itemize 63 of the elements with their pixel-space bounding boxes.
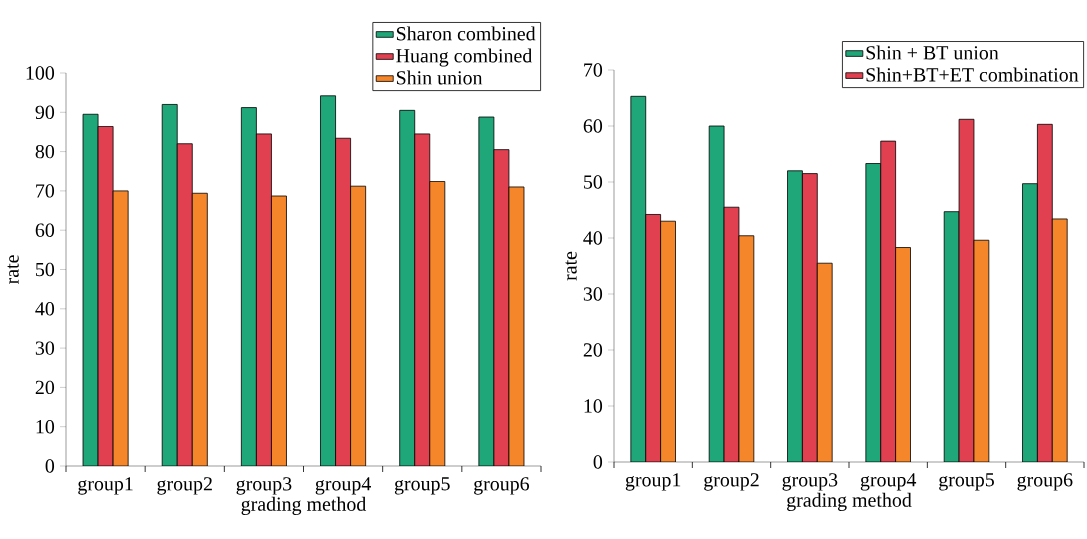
x-axis-title: grading method [241,496,367,515]
y-tick-label: 20 [35,380,55,395]
bar [802,173,818,462]
bar [1037,123,1053,462]
y-tick-label: 80 [35,144,55,159]
bar [255,133,272,466]
y-axis-title: rate [565,251,577,281]
bar [660,220,676,462]
x-tick-label: group1 [78,477,133,495]
bar [787,170,803,462]
y-tick-label: 0 [45,459,55,473]
x-axis-title: grading method [787,492,912,511]
y-tick-label: 100 [26,66,55,80]
x-tick-label: group2 [704,473,759,491]
y-tick-label: 70 [584,63,603,77]
bar [645,214,662,462]
y-tick-label: 30 [583,287,603,301]
x-tick-label: group5 [394,477,450,495]
bar [630,95,647,462]
legend-label: Shin union [396,70,483,85]
y-tick-label: 40 [583,231,603,245]
y-tick-label: 30 [35,341,55,355]
bar [176,143,193,466]
x-tick-label: group6 [1017,473,1073,491]
bar [320,95,336,466]
x-tick-label: group4 [860,473,917,491]
bar [1051,218,1068,462]
y-axis-title: rate [7,255,19,285]
bar [240,107,257,466]
y-tick-label: 60 [583,119,603,133]
bar [350,185,367,466]
y-tick-label: 10 [36,419,55,434]
x-tick-label: group1 [625,473,681,491]
x-tick-label: group3 [782,473,838,491]
legend-label: Huang combined [396,48,533,67]
legend-label: Shin+BT+ET combination [866,67,1079,82]
legend-label: Shin + BT union [866,45,999,60]
bar [414,133,431,466]
bar [816,262,833,462]
bar [399,109,416,466]
bar [429,181,446,466]
y-tick-label: 20 [583,343,603,357]
x-tick-label: group3 [236,477,292,495]
bar [271,195,287,466]
legend-label: Sharon combined [396,26,536,41]
y-tick-label: 50 [36,262,55,277]
x-tick-label: group5 [939,473,994,491]
bar [880,140,897,462]
y-tick-label: 40 [35,302,55,316]
y-tick-label: 90 [35,105,55,120]
bar [335,137,352,466]
y-tick-label: 50 [584,175,603,189]
bar [1022,183,1038,462]
bar [895,247,911,462]
x-tick-label: group2 [157,477,212,495]
bar [161,104,178,466]
x-tick-label: group6 [474,477,530,495]
x-tick-label: group4 [315,477,371,495]
y-tick-label: 0 [593,455,603,469]
bar [191,192,208,466]
y-tick-label: 10 [584,399,603,413]
y-tick-label: 60 [35,223,55,237]
y-tick-label: 70 [36,184,55,198]
